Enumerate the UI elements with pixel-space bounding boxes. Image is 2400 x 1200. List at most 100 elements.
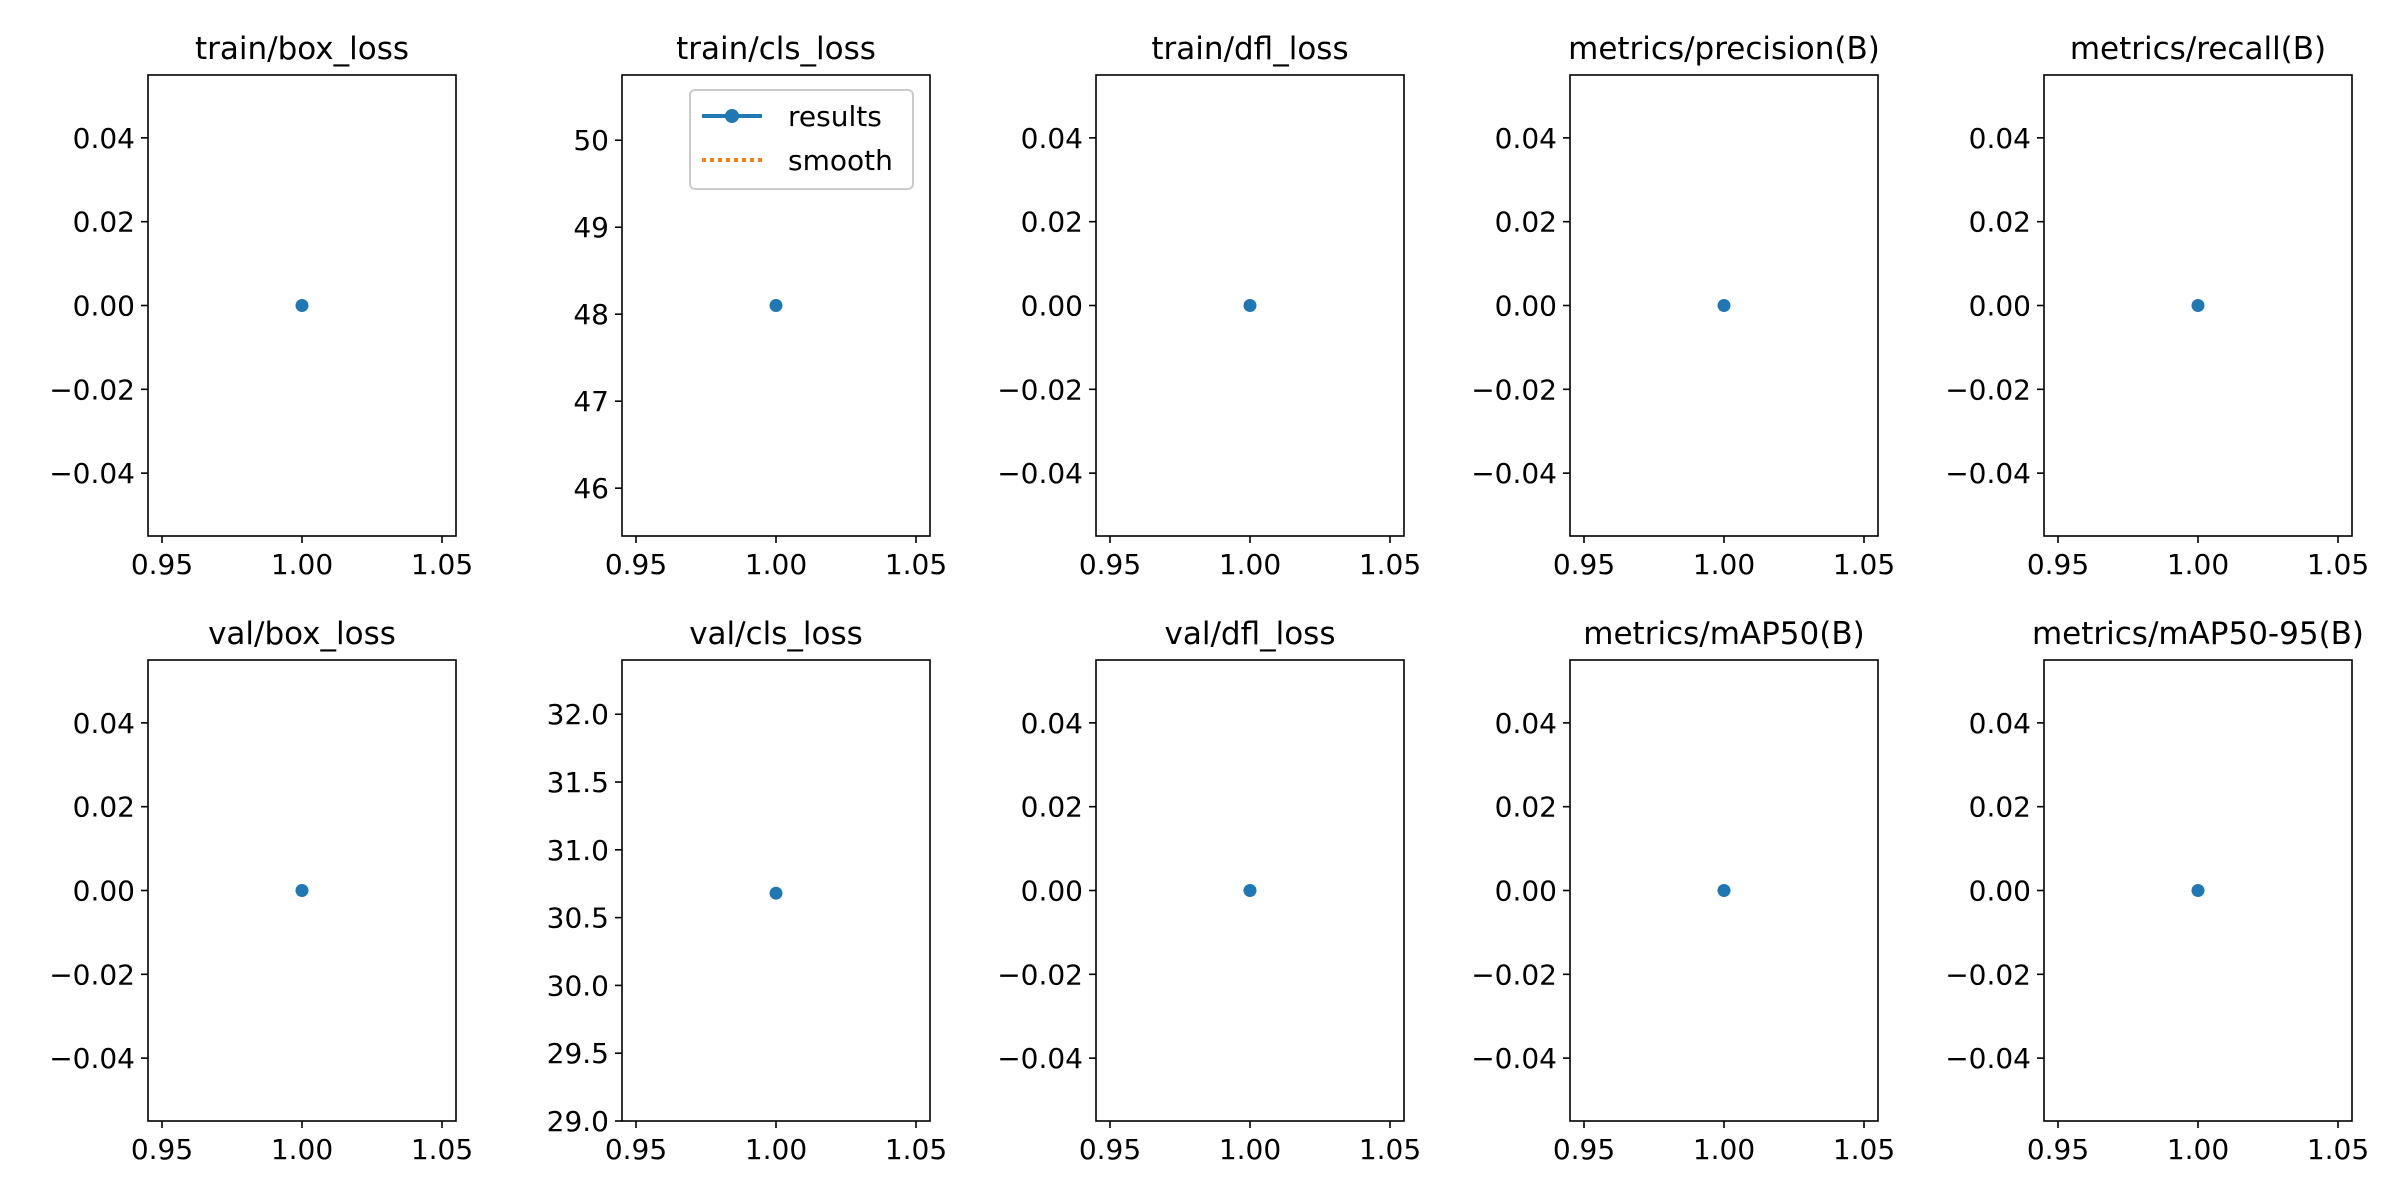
x-tick-label: 0.95 bbox=[605, 548, 667, 581]
subplot-title: train/box_loss bbox=[195, 31, 409, 67]
y-tick-label: −0.04 bbox=[1945, 457, 2031, 490]
y-tick-label: 30.0 bbox=[547, 969, 609, 1002]
x-tick-label: 1.00 bbox=[2167, 548, 2229, 581]
axes-frame bbox=[2043, 74, 2353, 537]
subplot-panel: val/dfl_loss 0.95 1.00 1.05 0.04 0.02 0.00 −0.0… bbox=[997, 616, 1421, 1166]
data-point bbox=[295, 299, 309, 312]
y-tick-label: 32.0 bbox=[547, 698, 609, 731]
data-point bbox=[1717, 884, 1731, 897]
y-tick-label: −0.02 bbox=[49, 958, 135, 991]
subplot-title: metrics/recall(B) bbox=[2070, 31, 2326, 67]
axes-frame bbox=[2043, 659, 2353, 1122]
data-point bbox=[1243, 884, 1257, 897]
x-tick-label: 1.00 bbox=[1219, 548, 1281, 581]
x-tick-label: 1.00 bbox=[745, 1133, 807, 1166]
x-tick-label: 0.95 bbox=[1079, 1133, 1141, 1166]
subplot-panel: val/cls_loss 0.95 1.00 1.05 32.0 31.5 31.0 30.5… bbox=[547, 616, 948, 1166]
data-point bbox=[769, 886, 783, 900]
x-tick-label: 0.95 bbox=[2027, 548, 2089, 581]
subplot-title: train/cls_loss bbox=[676, 31, 876, 67]
y-tick-label: 29.0 bbox=[547, 1105, 609, 1138]
x-tick-label: 1.05 bbox=[885, 1133, 947, 1166]
y-tick-label: 0.00 bbox=[1969, 875, 2031, 908]
y-tick-label: −0.02 bbox=[997, 958, 1083, 991]
x-tick-label: 1.05 bbox=[1359, 548, 1421, 581]
y-tick-label: 0.04 bbox=[1021, 707, 1083, 740]
y-tick-label: 0.02 bbox=[73, 206, 135, 239]
y-tick-label: −0.04 bbox=[997, 1042, 1083, 1075]
y-tick-label: −0.04 bbox=[1471, 457, 1557, 490]
x-tick-label: 0.95 bbox=[2027, 1133, 2089, 1166]
axes-frame bbox=[147, 659, 457, 1122]
subplot-panel: train/box_loss 0.95 1.00 1.05 0.04 0.02 0.00 −0… bbox=[49, 31, 473, 581]
y-tick-label: 0.04 bbox=[73, 122, 135, 155]
y-tick-label: 0.00 bbox=[73, 290, 135, 323]
x-tick-label: 0.95 bbox=[1553, 1133, 1615, 1166]
y-tick-label: 30.5 bbox=[547, 902, 609, 935]
subplot-title: metrics/mAP50-95(B) bbox=[2032, 616, 2364, 652]
y-tick-label: 0.02 bbox=[73, 791, 135, 824]
y-tick-label: −0.02 bbox=[1471, 373, 1557, 406]
y-tick-label: 50 bbox=[573, 124, 609, 157]
legend-results-label: results bbox=[788, 100, 882, 133]
y-tick-label: 49 bbox=[573, 211, 609, 244]
subplot-panel: val/box_loss 0.95 1.00 1.05 0.04 0.02 0.00 −0.0… bbox=[49, 616, 473, 1166]
subplot-panel: metrics/mAP50-95(B) 0.95 1.00 1.05 0.04 0.02 0… bbox=[1945, 616, 2369, 1166]
y-tick-label: 0.04 bbox=[1495, 122, 1557, 155]
y-tick-label: −0.04 bbox=[49, 1042, 135, 1075]
y-tick-label: 47 bbox=[573, 385, 609, 418]
subplot-panel: metrics/mAP50(B) 0.95 1.00 1.05 0.04 0.02 0.00… bbox=[1471, 616, 1895, 1166]
y-tick-label: 0.00 bbox=[1021, 875, 1083, 908]
subplot-grid: train/box_loss 0.95 1.00 1.05 0.04 0.02 0.00 −0… bbox=[49, 31, 2369, 1166]
axes-frame bbox=[621, 659, 931, 1122]
data-point bbox=[2191, 884, 2205, 897]
y-tick-label: 0.02 bbox=[1495, 791, 1557, 824]
axes-frame bbox=[1569, 659, 1879, 1122]
x-tick-label: 1.00 bbox=[1693, 548, 1755, 581]
subplot-title: metrics/precision(B) bbox=[1568, 31, 1880, 67]
y-tick-label: 0.02 bbox=[1969, 206, 2031, 239]
y-tick-label: 0.04 bbox=[73, 707, 135, 740]
y-tick-label: 0.00 bbox=[1969, 290, 2031, 323]
subplot-title: val/box_loss bbox=[208, 616, 396, 652]
y-tick-label: −0.04 bbox=[997, 457, 1083, 490]
x-tick-label: 0.95 bbox=[131, 548, 193, 581]
x-tick-label: 1.05 bbox=[2307, 1133, 2369, 1166]
subplot-panel: train/cls_loss 0.95 1.00 1.05 50 49 48 47 46 bbox=[573, 31, 947, 581]
x-tick-label: 1.05 bbox=[885, 548, 947, 581]
x-tick-label: 1.05 bbox=[411, 1133, 473, 1166]
y-tick-label: 0.02 bbox=[1021, 791, 1083, 824]
subplot-panel: metrics/precision(B) 0.95 1.00 1.05 0.04 0.02… bbox=[1471, 31, 1895, 581]
x-tick-label: 1.05 bbox=[2307, 548, 2369, 581]
y-tick-label: −0.04 bbox=[49, 457, 135, 490]
x-tick-label: 1.05 bbox=[1359, 1133, 1421, 1166]
data-point bbox=[2191, 299, 2205, 312]
axes-frame bbox=[1095, 74, 1405, 537]
y-tick-label: 0.04 bbox=[1495, 707, 1557, 740]
subplot-title: metrics/mAP50(B) bbox=[1583, 616, 1864, 652]
x-tick-label: 1.00 bbox=[1219, 1133, 1281, 1166]
y-tick-label: 46 bbox=[573, 472, 609, 505]
y-tick-label: −0.02 bbox=[1945, 373, 2031, 406]
x-tick-label: 0.95 bbox=[1553, 548, 1615, 581]
legend-smooth-label: smooth bbox=[788, 144, 893, 177]
y-tick-label: −0.02 bbox=[49, 373, 135, 406]
y-tick-label: 0.00 bbox=[1495, 875, 1557, 908]
subplot-title: val/cls_loss bbox=[689, 616, 863, 652]
subplot-title: val/dfl_loss bbox=[1165, 616, 1336, 652]
y-tick-label: 0.02 bbox=[1021, 206, 1083, 239]
y-tick-label: 0.00 bbox=[1495, 290, 1557, 323]
data-point bbox=[769, 299, 783, 312]
x-tick-label: 0.95 bbox=[1079, 548, 1141, 581]
data-point bbox=[1243, 299, 1257, 312]
y-tick-label: 0.04 bbox=[1021, 122, 1083, 155]
axes-frame bbox=[621, 74, 931, 537]
subplot-title: train/dfl_loss bbox=[1151, 31, 1348, 67]
y-tick-label: 31.5 bbox=[547, 766, 609, 799]
legend: results smooth bbox=[689, 89, 914, 190]
x-tick-label: 1.00 bbox=[271, 1133, 333, 1166]
y-tick-label: 29.5 bbox=[547, 1037, 609, 1070]
x-tick-label: 0.95 bbox=[605, 1133, 667, 1166]
